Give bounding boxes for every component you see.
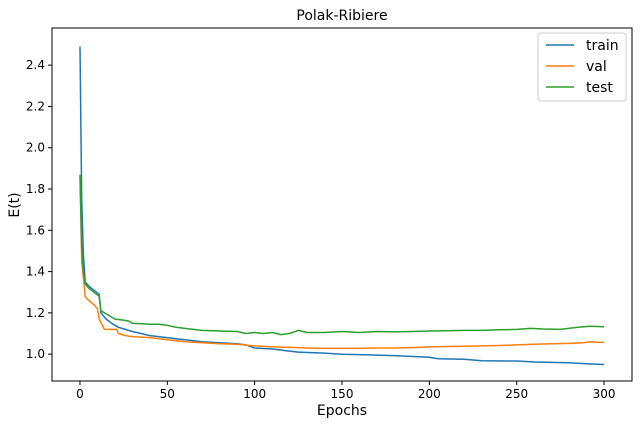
x-tick-label: 300 — [593, 387, 616, 401]
x-tick-label: 200 — [418, 387, 441, 401]
chart-title: Polak-Ribiere — [296, 8, 387, 24]
x-tick-label: 150 — [331, 387, 354, 401]
x-tick-label: 50 — [160, 387, 175, 401]
legend-label-val: val — [586, 59, 607, 75]
x-axis-label: Epochs — [317, 403, 367, 419]
y-axis: 1.0 1.2 1.4 1.6 1.8 2.0 2.2 2.4 — [26, 58, 52, 361]
y-tick-label: 1.2 — [26, 306, 45, 320]
y-tick-label: 1.4 — [26, 265, 45, 279]
x-tick-label: 100 — [243, 387, 266, 401]
y-tick-label: 2.2 — [26, 99, 45, 113]
x-axis: 0 50 100 150 200 250 300 — [76, 381, 616, 401]
y-tick-label: 2.0 — [26, 141, 45, 155]
y-tick-label: 1.8 — [26, 182, 45, 196]
y-axis-label: E(t) — [7, 192, 23, 217]
legend-label-train: train — [586, 38, 619, 54]
y-tick-label: 2.4 — [26, 58, 45, 72]
series-line-test — [79, 174, 605, 336]
legend-label-test: test — [586, 80, 613, 96]
y-tick-label: 1.0 — [26, 347, 45, 361]
y-tick-label: 1.6 — [26, 223, 45, 237]
plot-area — [51, 27, 633, 382]
x-tick-label: 250 — [505, 387, 528, 401]
x-tick-label: 0 — [76, 387, 84, 401]
legend: train val test — [537, 32, 627, 102]
series-line-val — [79, 176, 605, 350]
legend-box — [537, 32, 627, 102]
